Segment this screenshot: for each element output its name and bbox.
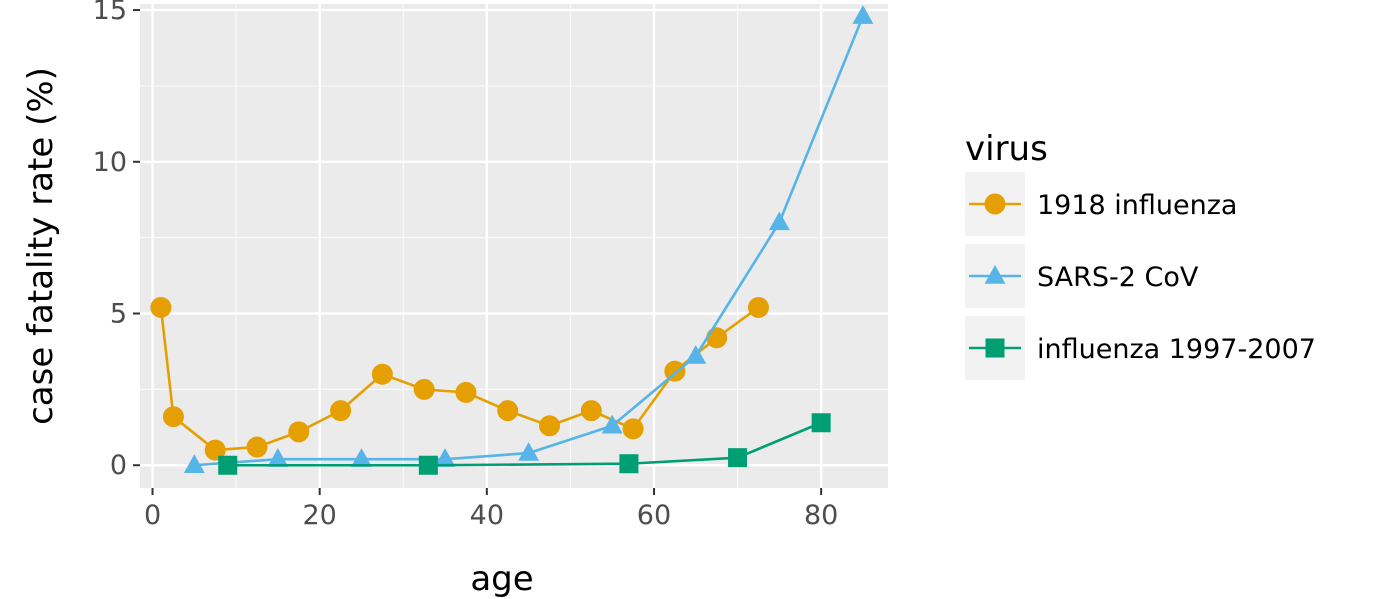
data-point <box>497 400 519 422</box>
legend-key-marker <box>984 265 1006 284</box>
legend-key-marker <box>985 338 1005 358</box>
series-layer <box>150 5 874 475</box>
data-point <box>768 211 790 231</box>
data-point <box>706 327 728 349</box>
axes-layer: 0 20 40 60 80 0 5 10 15 <box>93 0 839 531</box>
grid-minor <box>140 4 888 488</box>
legend-keys: 1918 influenza SARS-2 CoV influenza 1997-2… <box>965 172 1316 380</box>
data-point <box>539 415 561 437</box>
y-tick-label: 0 <box>110 450 127 481</box>
legend-title: virus <box>965 129 1048 169</box>
data-point <box>728 448 748 468</box>
grid-major <box>140 4 888 488</box>
legend-key-marker <box>984 193 1006 215</box>
data-point <box>601 414 623 434</box>
data-point <box>218 455 238 475</box>
data-point <box>434 448 456 467</box>
data-point <box>418 455 438 475</box>
data-point <box>518 442 540 461</box>
data-point <box>351 448 372 467</box>
data-point <box>288 421 310 443</box>
data-point <box>747 296 769 318</box>
series-line <box>159 306 760 452</box>
data-point <box>413 378 435 400</box>
data-point <box>204 439 226 461</box>
legend-label: 1918 influenza <box>1037 190 1237 221</box>
data-point <box>150 296 172 318</box>
x-tick-label: 40 <box>470 500 504 531</box>
x-tick-label: 20 <box>303 500 337 531</box>
y-tick-label: 5 <box>110 299 127 330</box>
data-point <box>267 448 289 467</box>
data-point <box>811 413 831 433</box>
data-point <box>330 400 352 422</box>
y-tick-label: 15 <box>93 0 127 26</box>
legend: virus 1918 influenza SARS-2 CoV influenza … <box>965 129 1316 380</box>
x-axis-title: age <box>470 559 533 599</box>
x-tick-label: 0 <box>144 500 161 531</box>
data-point <box>619 454 639 474</box>
x-tick-label: 80 <box>804 500 838 531</box>
data-point <box>246 436 268 458</box>
legend-label: influenza 1997-2007 <box>1037 334 1316 365</box>
data-point <box>162 406 184 428</box>
data-point <box>685 345 707 364</box>
x-tick-label: 60 <box>637 500 671 531</box>
legend-label: SARS-2 CoV <box>1037 262 1199 293</box>
y-tick-label: 10 <box>93 147 127 178</box>
data-point <box>622 418 644 440</box>
data-point <box>183 454 205 473</box>
data-point <box>852 5 874 24</box>
y-axis-title: case fatality rate (%) <box>21 67 61 425</box>
data-point <box>580 400 602 422</box>
data-point <box>455 381 477 403</box>
data-point <box>371 363 393 385</box>
